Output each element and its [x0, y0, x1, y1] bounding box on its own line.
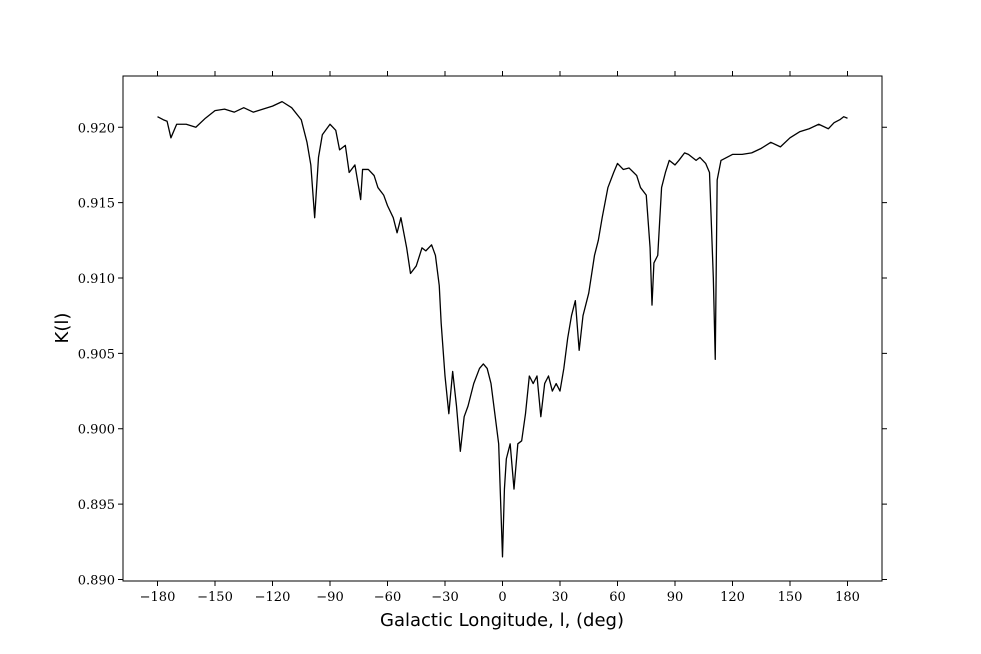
y-tick-label: 0.920	[78, 121, 115, 136]
x-tick-label: 0	[498, 590, 506, 605]
y-tick-label: 0.895	[78, 498, 115, 513]
data-line	[157, 100, 848, 558]
y-tick-label: 0.900	[78, 423, 115, 438]
x-tick-label: −90	[316, 590, 343, 605]
y-tick-label: 0.915	[78, 197, 115, 212]
x-tick-label: 120	[720, 590, 745, 605]
y-tick-label: 0.910	[78, 272, 115, 287]
x-tick-label: 180	[835, 590, 860, 605]
y-tick-label: 0.890	[78, 573, 115, 588]
x-tick-label: −120	[255, 590, 291, 605]
x-tick-label: −60	[374, 590, 401, 605]
x-tick-label: 90	[667, 590, 684, 605]
x-tick-label: −30	[431, 590, 458, 605]
plot-frame	[122, 75, 883, 582]
x-axis-label: Galactic Longitude, l, (deg)	[380, 610, 624, 631]
x-tick-label: 30	[552, 590, 569, 605]
x-tick-label: 150	[778, 590, 803, 605]
x-tick-label: −150	[197, 590, 233, 605]
x-tick-label: −180	[140, 590, 176, 605]
y-tick-label: 0.905	[78, 347, 115, 362]
x-tick-label: 60	[609, 590, 626, 605]
y-axis-label: K(l)	[52, 313, 73, 344]
